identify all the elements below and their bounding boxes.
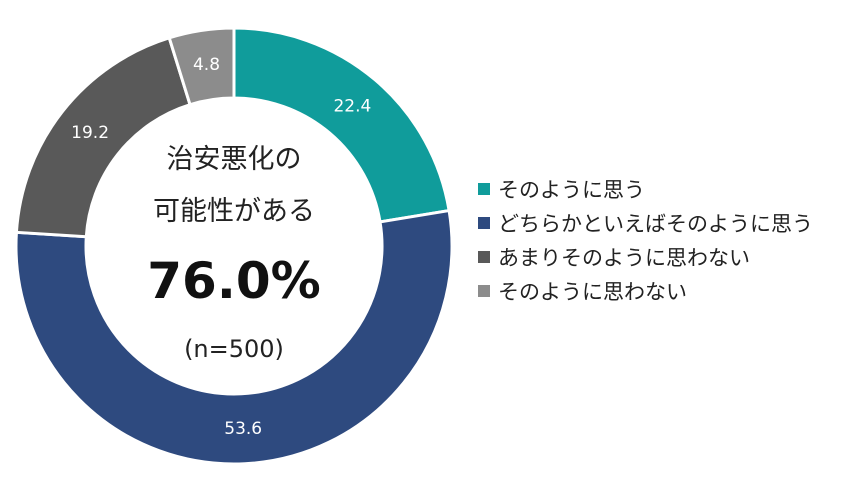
donut-slice-1: [232, 26, 451, 224]
legend-label-4: そのように思わない: [498, 280, 687, 304]
center-value: 76.0%: [147, 252, 320, 310]
legend-item-4: そのように思わない: [478, 274, 813, 308]
legend-label-2: どちらかといえばそのように思う: [498, 212, 813, 236]
chart-legend: そのように思うどちらかといえばそのように思う あまりそのように思わない そのように思…: [478, 172, 813, 308]
legend-swatch-2: [478, 217, 490, 229]
slice-value-label-4: 4.8: [193, 55, 220, 75]
center-title-line2: 可能性がある: [153, 196, 315, 227]
donut-slice-2: [14, 208, 454, 466]
legend-swatch-4: [478, 285, 490, 297]
donut-slices: [14, 26, 454, 466]
legend-label-3: あまりそのように思わない: [498, 246, 750, 270]
donut-slice-4: [167, 26, 236, 107]
sample-size-note: (n=500): [184, 335, 284, 363]
slice-value-label-3: 19.2: [71, 123, 109, 143]
legend-item-2: どちらかといえばそのように思う: [478, 206, 813, 240]
legend-swatch-1: [478, 183, 490, 195]
legend-swatch-3: [478, 251, 490, 263]
slice-labels: 22.4 53.6 19.2 4.8: [71, 55, 371, 439]
slice-value-label-1: 22.4: [333, 96, 371, 116]
center-title-line1: 治安悪化の: [167, 144, 302, 175]
legend-item-1: そのように思う: [478, 172, 813, 206]
legend-item-3: あまりそのように思わない: [478, 240, 813, 274]
donut-chart: 22.4 53.6 19.2 4.8 治安悪化の 可能性がある 76.0% (n=50…: [14, 26, 454, 466]
legend-label-1: そのように思う: [498, 178, 645, 202]
slice-value-label-2: 53.6: [224, 419, 262, 439]
